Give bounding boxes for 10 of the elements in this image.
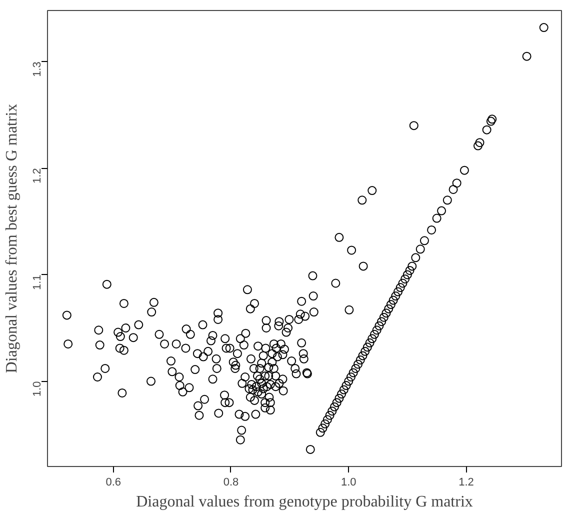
x-tick-label: 0.6: [106, 476, 122, 488]
x-tick-label: 1.0: [340, 476, 356, 488]
x-tick-label: 1.2: [458, 476, 474, 488]
y-tick-label: 1.2: [32, 168, 44, 184]
y-axis-title: Diagonal values from best guess G matrix: [4, 104, 20, 374]
x-axis-title: Diagonal values from genotype probability G matrix: [136, 494, 473, 510]
y-tick-label: 1.0: [32, 381, 44, 397]
x-tick-label: 0.8: [223, 476, 239, 488]
y-tick-label: 1.1: [32, 274, 44, 290]
y-tick-label: 1.3: [32, 62, 44, 77]
